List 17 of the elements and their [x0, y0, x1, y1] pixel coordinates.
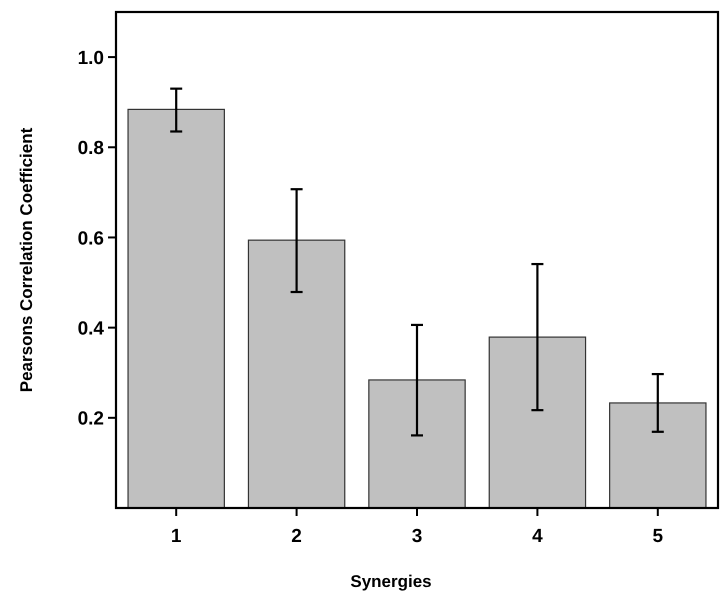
- y-axis-title: Pearsons Correlation Coefficient: [17, 127, 36, 392]
- y-tick-label: 1.0: [78, 48, 104, 69]
- y-tick-label: 0.8: [78, 138, 104, 160]
- y-tick-label: 0.6: [78, 228, 104, 250]
- bar: [248, 240, 346, 509]
- x-tick-label: 2: [291, 526, 302, 547]
- bar: [488, 336, 586, 509]
- y-tick-label: 0.4: [78, 318, 104, 340]
- x-axis-title: Synergies: [350, 572, 432, 591]
- y-tick-label: 0.2: [78, 408, 104, 430]
- x-tick-label: 3: [412, 526, 422, 547]
- x-tick-label: 5: [652, 526, 664, 547]
- x-tick-label: 1: [170, 526, 182, 547]
- bar: [368, 379, 466, 509]
- bar: [609, 402, 707, 509]
- bar: [127, 108, 225, 509]
- x-tick-label: 4: [532, 526, 544, 547]
